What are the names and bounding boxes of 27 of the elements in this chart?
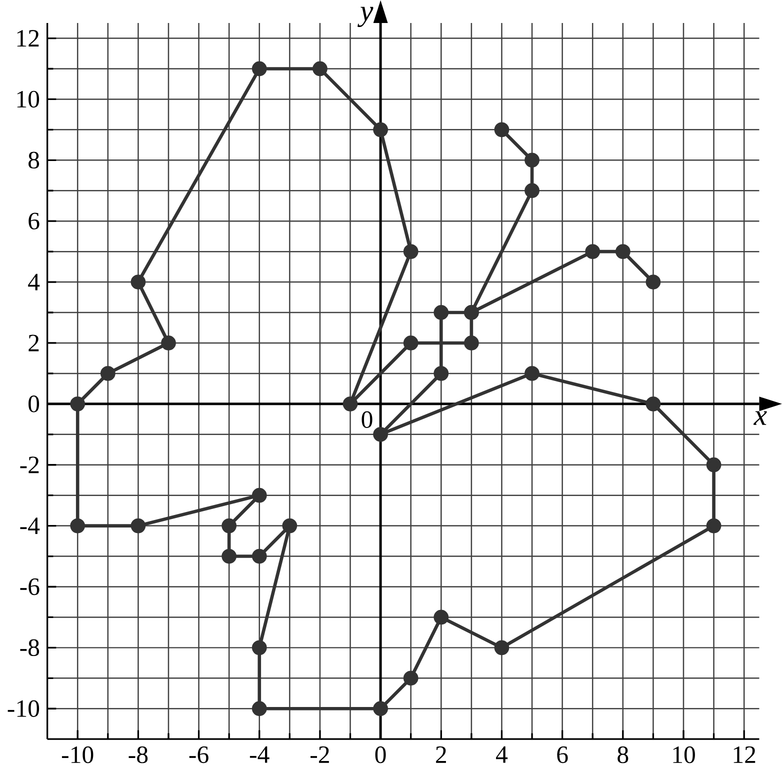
x-tick-label: -4 [250,746,270,763]
y-tick-label: 2 [28,334,39,352]
y-axis-title: y [358,6,374,27]
x-tick-label: 4 [496,746,508,763]
x-tick-label: 6 [557,746,568,764]
annotation: 0 [362,411,372,428]
x-axis-title: x [753,411,767,425]
x-tick-label: 2 [436,746,446,763]
y-tick-label: 8 [28,152,40,168]
y-tick-label: -2 [20,456,39,474]
x-tick-label: 0 [375,746,386,764]
y-tick-label: 6 [28,212,40,230]
x-tick-label: -10 [62,746,94,764]
y-tick-label: 4 [28,274,40,290]
x-tick-label: 10 [673,746,695,764]
x-tick-label: -6 [189,746,208,764]
y-tick-label: 10 [17,90,40,108]
y-tick-label: -10 [8,700,40,717]
y-tick-label: 0 [28,396,40,412]
x-tick-label: 8 [618,746,628,764]
y-tick-label: -8 [20,639,40,656]
y-tick-label: 12 [17,30,39,46]
y-tick-label: -4 [20,518,40,534]
x-tick-label: 12 [734,746,756,763]
x-tick-label: -2 [310,746,329,763]
y-tick-label: -6 [20,578,40,596]
x-tick-label: -8 [128,746,148,764]
